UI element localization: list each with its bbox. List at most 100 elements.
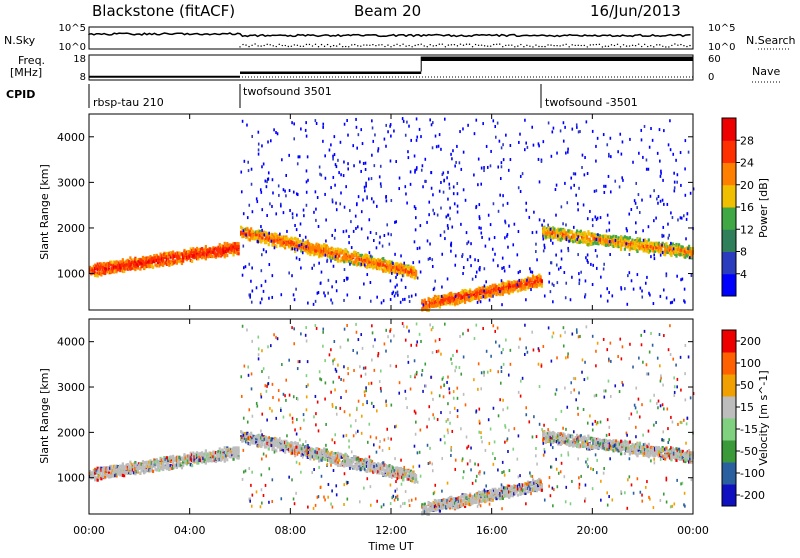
power-noise-cell [556, 152, 558, 155]
power-noise-cell [406, 121, 408, 124]
power-noise-cell [477, 183, 479, 186]
nsearch-point [466, 44, 467, 45]
power-noise-cell [327, 259, 329, 262]
nsearch-point [411, 46, 412, 47]
power-noise-cell [667, 223, 669, 226]
nsearch-point [584, 45, 585, 46]
nsearch-point [402, 44, 403, 45]
power-noise-cell [313, 211, 315, 214]
power-noise-cell [346, 230, 348, 233]
power-colorbar-tick-label-2: 12 [740, 223, 754, 236]
nsearch-point [617, 44, 618, 45]
power-cell [366, 266, 368, 269]
power-noise-cell [670, 211, 672, 214]
nsearch-point [490, 45, 491, 46]
power-noise-cell [610, 137, 612, 140]
nsearch-point [496, 44, 497, 45]
power-noise-cell [600, 295, 602, 298]
power-noise-cell [278, 184, 280, 187]
power-cell [182, 260, 184, 263]
power-noise-cell [672, 153, 674, 156]
power-noise-cell [533, 211, 535, 214]
date-title: 16/Jun/2013 [590, 2, 681, 20]
power-noise-cell [295, 288, 297, 291]
power-noise-cell [411, 295, 413, 298]
power-noise-cell [266, 214, 268, 217]
velocity-cell [191, 464, 193, 467]
nsky-tick-top: 10^5 [59, 23, 86, 34]
power-noise-cell [541, 224, 543, 227]
power-noise-cell [463, 151, 465, 154]
power-noise-cell [369, 251, 371, 254]
power-noise-cell [248, 169, 250, 172]
nsearch-point [478, 45, 479, 46]
power-noise-cell [610, 190, 612, 193]
nsearch-point [487, 45, 488, 46]
nsky-label: N.Sky [4, 34, 36, 47]
nsearch-point [520, 44, 521, 45]
power-noise-cell [325, 177, 327, 180]
nsearch-point [629, 45, 630, 46]
nsearch-point [445, 46, 446, 47]
power-colorbar-tick-label-6: 28 [740, 134, 754, 147]
power-noise-cell [550, 239, 552, 242]
power-noise-cell [410, 139, 412, 142]
power-noise-cell [538, 144, 540, 147]
power-noise-cell [662, 199, 664, 202]
power-cell [624, 248, 626, 251]
power-noise-cell [449, 207, 451, 210]
nsearch-point [541, 46, 542, 47]
power-noise-cell [399, 177, 401, 180]
power-noise-cell [611, 294, 613, 297]
power-noise-cell [571, 276, 573, 279]
power-noise-cell [573, 226, 575, 229]
power-noise-cell [525, 298, 527, 301]
power-noise-cell [362, 198, 364, 201]
power-noise-cell [279, 233, 281, 236]
power-noise-cell [570, 177, 572, 180]
power-noise-cell [627, 274, 629, 277]
power-noise-cell [495, 136, 497, 139]
power-noise-cell [543, 237, 545, 240]
power-noise-cell [396, 284, 398, 287]
power-noise-cell [646, 158, 648, 161]
power-noise-cell [684, 288, 686, 291]
power-noise-cell [344, 123, 346, 126]
power-cell [191, 260, 193, 263]
power-noise-cell [580, 271, 582, 274]
nsearch-point [581, 45, 582, 46]
power-noise-cell [451, 157, 453, 160]
power-noise-cell [581, 166, 583, 169]
power-noise-cell [474, 132, 476, 135]
nsearch-point [517, 45, 518, 46]
freq-segment-3 [421, 57, 693, 62]
power-noise-cell [619, 133, 621, 136]
velocity-cell [249, 443, 251, 446]
power-noise-cell [494, 253, 496, 256]
power-noise-cell [680, 184, 682, 187]
power-noise-cell [332, 302, 334, 305]
power-noise-cell [589, 210, 591, 213]
nsearch-point [556, 45, 557, 46]
power-noise-cell [441, 295, 443, 298]
power-noise-cell [642, 229, 644, 232]
power-noise-cell [446, 215, 448, 218]
power-noise-cell [634, 199, 636, 202]
power-noise-cell [373, 200, 375, 203]
power-noise-cell [543, 219, 545, 222]
power-cell [539, 275, 541, 278]
power-noise-cell [447, 198, 449, 201]
power-noise-cell [584, 173, 586, 176]
power-noise-cell [557, 234, 559, 237]
power-noise-cell [431, 123, 433, 126]
power-noise-cell [258, 143, 260, 146]
power-noise-cell [261, 284, 263, 287]
power-noise-cell [448, 183, 450, 186]
power-noise-cell [335, 202, 337, 205]
power-noise-cell [432, 209, 434, 212]
nsearch-point [242, 44, 243, 45]
nsearch-point [408, 45, 409, 46]
power-noise-cell [410, 183, 412, 186]
power-noise-cell [427, 239, 429, 242]
nsearch-point [306, 44, 307, 45]
